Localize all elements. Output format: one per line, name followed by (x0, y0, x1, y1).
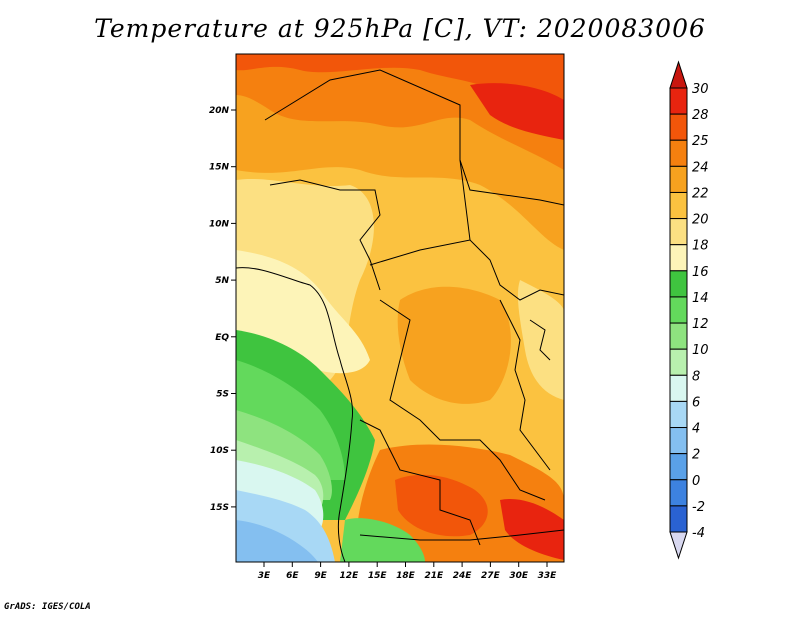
lat-tick-label: 15N (209, 163, 230, 173)
colorbar-label: 22 (692, 186, 709, 201)
field-band-hot-east (470, 83, 564, 140)
map-title: Temperature at 925hPa [C], VT: 202008300… (94, 14, 706, 43)
map-frame (235, 53, 565, 563)
field-band-namibia (340, 518, 425, 562)
colorbar-label: 12 (692, 317, 709, 332)
colorbar-segment (669, 453, 688, 481)
colorbar-segment (669, 139, 688, 167)
credit-text: GrADS: IGES/COLA (4, 602, 91, 612)
lon-tick-label: 21E (424, 571, 444, 581)
field-band-20-east (517, 280, 564, 400)
colorbar-label: 28 (692, 108, 709, 123)
colorbar-segment (669, 244, 688, 272)
colorbar-segment (669, 218, 688, 246)
colorbar-segment (669, 191, 688, 220)
colorbar-label: 6 (692, 395, 700, 410)
lat-tick-label: 10S (210, 446, 229, 456)
border-east (499, 299, 551, 471)
colorbar-segment (669, 165, 688, 193)
lat-tick-label: EQ (215, 333, 229, 343)
lat-tick-label: 20N (209, 106, 230, 116)
lat-tick-label: 5S (216, 390, 229, 400)
field-band-28-southeast (500, 499, 564, 560)
colorbar-segment (669, 348, 688, 376)
lon-tick-label: 9E (314, 571, 327, 581)
lat-tick-label: 15S (210, 503, 229, 513)
colorbar-label: 8 (692, 369, 700, 384)
lon-tick-label: 6E (286, 571, 299, 581)
border-drc (379, 299, 546, 501)
colorbar-label: -4 (692, 526, 705, 541)
border-south (359, 529, 564, 541)
border-westafrica (269, 179, 381, 291)
field-band-4 (236, 520, 318, 562)
colorbar-segment (669, 479, 688, 507)
temperature-field (236, 54, 564, 562)
border-central (369, 239, 564, 301)
lat-tick-label: 10N (209, 219, 230, 229)
colorbar-label: 24 (692, 160, 709, 175)
colorbar-label: 14 (692, 291, 709, 306)
colorbar-label: 4 (692, 422, 700, 437)
field-band-28-south (395, 474, 488, 537)
field-band-30 (236, 54, 564, 140)
lon-tick-label: 15E (368, 571, 388, 581)
lon-tick-label: 18E (396, 571, 416, 581)
colorbar-label: 20 (692, 213, 709, 228)
colorbar-label: 25 (692, 134, 709, 149)
border-north (264, 69, 564, 206)
lon-tick-label: 33E (538, 571, 558, 581)
colorbar-label: 16 (692, 265, 709, 280)
colorbar-label: 0 (692, 474, 700, 489)
lon-tick-label: 30E (509, 571, 529, 581)
lat-tick-label: 5N (215, 276, 229, 286)
colorbar-top-cap (669, 60, 688, 89)
country-borders (236, 69, 564, 562)
lon-tick-label: 27E (481, 571, 501, 581)
lat-axis: 20N 15N 10N 5N EQ 5S 10S 15S (209, 106, 236, 513)
colorbar-segment (669, 427, 688, 455)
colorbar-label: 10 (692, 343, 709, 358)
colorbar-segment (669, 322, 688, 350)
colorbar-segment (669, 400, 688, 429)
lon-tick-label: 12E (340, 571, 360, 581)
lon-axis: 3E 6E 9E 12E 15E 18E 21E 24E 27E 30E 33E (258, 562, 557, 581)
field-band-24-central (397, 286, 511, 404)
colorbar-segment (669, 87, 688, 115)
lon-tick-label: 24E (453, 571, 473, 581)
colorbar-segment (669, 505, 688, 533)
border-angola (359, 419, 481, 546)
colorbar-segment (669, 296, 688, 324)
border-lakes (529, 319, 551, 361)
colorbar-label: 30 (692, 82, 709, 97)
border-sudan (459, 159, 471, 241)
colorbar-segment (669, 374, 688, 402)
lon-tick-label: 3E (258, 571, 271, 581)
coastline (236, 267, 354, 562)
colorbar-label: -2 (692, 500, 705, 515)
colorbar-segment (669, 270, 688, 298)
colorbar-bottom-cap (669, 531, 688, 560)
colorbar-label: 2 (692, 448, 700, 463)
colorbar-label: 18 (692, 239, 709, 254)
colorbar-segment (669, 113, 688, 141)
